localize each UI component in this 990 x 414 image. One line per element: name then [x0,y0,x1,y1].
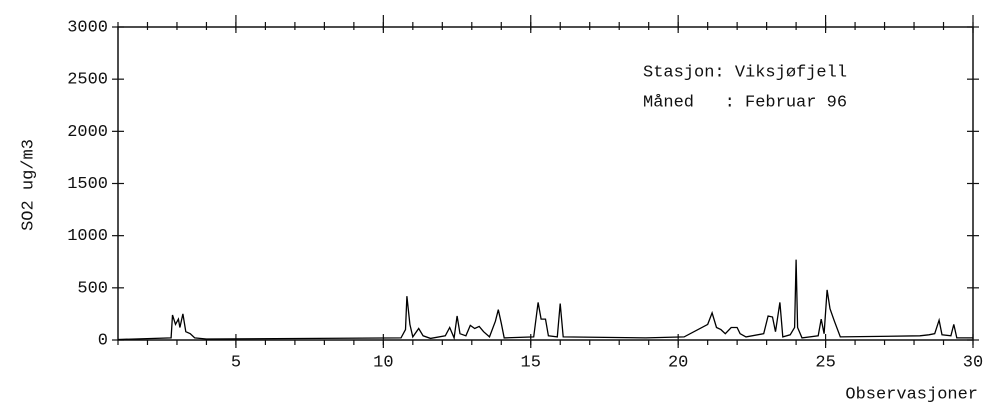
x-tick-label: 5 [231,353,241,372]
x-tick-label: 15 [521,353,541,372]
annotation: Måned : Februar 96 [643,93,847,112]
y-tick-label: 3000 [67,18,108,37]
data-line [117,259,973,341]
y-tick-label: 500 [77,279,108,298]
y-axis-label: SO2 ug/m3 [19,139,38,231]
x-axis-label: Observasjoner [845,385,978,404]
y-tick-label: 0 [98,331,108,350]
x-tick-label: 30 [963,353,983,372]
x-tick-label: 20 [668,353,688,372]
x-tick-label: 10 [373,353,393,372]
y-tick-label: 1000 [67,227,108,246]
x-tick-label: 25 [815,353,835,372]
y-tick-label: 2500 [67,71,108,90]
y-tick-label: 1500 [67,175,108,194]
annotation: Stasjon: Viksjøfjell [643,63,847,82]
y-tick-label: 2000 [67,123,108,142]
